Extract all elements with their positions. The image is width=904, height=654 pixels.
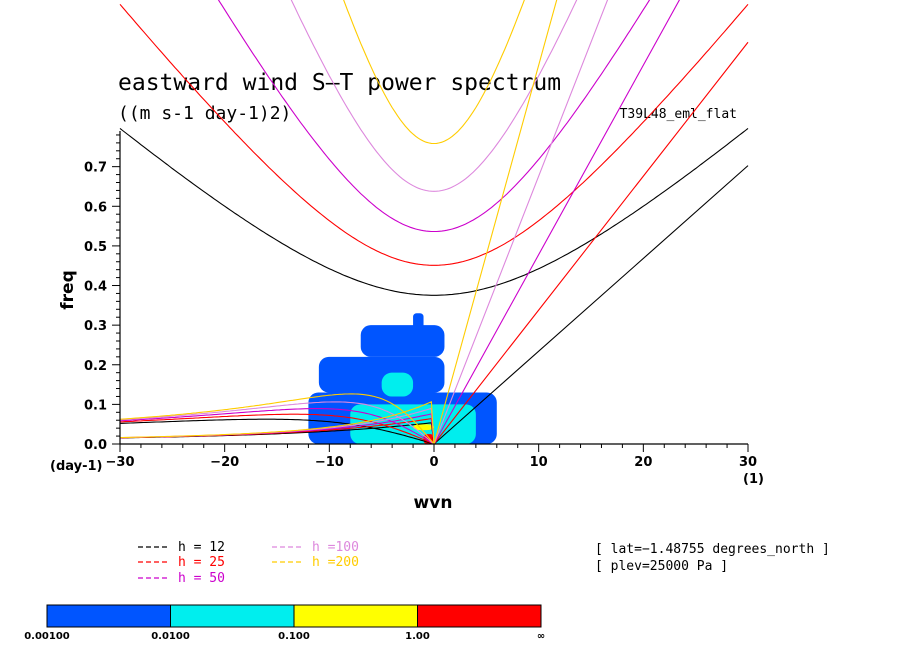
rossby-curve-25: [119, 413, 435, 445]
legend-label-25: h = 25: [178, 555, 225, 570]
rossby-curve-100: [119, 401, 435, 445]
kelvin-curve-100: [433, 0, 609, 445]
x-tick-label: −20: [210, 455, 239, 470]
run-label: T39L48_eml_flat: [620, 107, 737, 122]
colorbar-segment-2: [293, 604, 418, 628]
kelvin-curve-12: [433, 165, 749, 445]
colorbar-segment-1: [170, 604, 295, 628]
colorbar-label-4: ∞: [537, 631, 545, 642]
chart-subtitle: ((m s-1 day-1)2): [118, 103, 291, 124]
colorbar-label-1: 0.0100: [151, 631, 190, 642]
rossby-curve-200: [119, 393, 435, 445]
y-tick-label: 0.0: [84, 438, 107, 453]
colorbar-label-0: 0.00100: [24, 631, 70, 642]
x-tick-label: 10: [530, 455, 548, 470]
y-axis-ticks: 0.0 0.1 0.2 0.3 0.4 0.5 0.6 0.7: [84, 134, 120, 453]
x-unit-label: (1): [743, 472, 764, 487]
rossby-curve-50: [119, 408, 435, 445]
kelvin-curve-50: [433, 0, 681, 445]
power-blob-2: [360, 325, 445, 357]
ig-curve-12: [119, 127, 749, 296]
x-tick-label: 20: [634, 455, 652, 470]
power-blob-3: [413, 313, 424, 330]
ig-curve-100: [290, 0, 578, 192]
x-axis-ticks: −30 −20 −10 0 10 20 30: [106, 444, 757, 470]
y-tick-label: 0.2: [84, 359, 107, 374]
x-tick-label: −30: [106, 455, 135, 470]
rossby-curve-12: [119, 418, 435, 445]
mrg-curve-200: [120, 400, 435, 445]
colorbar-segment-0: [46, 604, 171, 628]
x-axis-label: wvn: [414, 493, 453, 513]
legend-label-100: h =100: [312, 540, 359, 555]
info-plev: [ plev=25000 Pa ]: [595, 559, 728, 574]
x-tick-label: −10: [315, 455, 344, 470]
colorbar-segment-3: [417, 604, 542, 628]
y-tick-label: 0.6: [84, 200, 107, 215]
legend-label-200: h =200: [312, 555, 359, 570]
colorbar-label-2: 0.100: [278, 631, 310, 642]
colorbar: 0.00100 0.0100 0.100 1.00 ∞: [24, 604, 545, 642]
y-tick-label: 0.1: [84, 398, 107, 413]
y-axis-label: freq: [58, 270, 78, 309]
power-blob-1: [318, 356, 445, 393]
kelvin-curve-25: [433, 41, 749, 445]
legend-label-12: h = 12: [178, 540, 225, 555]
y-unit-label: (day-1): [50, 459, 102, 474]
dispersion-curves: [119, 0, 749, 445]
power-contours: [308, 313, 497, 444]
x-tick-label: 0: [429, 455, 438, 470]
legend-label-50: h = 50: [178, 571, 225, 586]
y-tick-label: 0.4: [84, 280, 107, 295]
kelvin-curve-200: [433, 0, 558, 445]
x-tick-label: 30: [739, 455, 757, 470]
ig-curve-200: [343, 0, 525, 145]
y-tick-label: 0.7: [84, 161, 107, 176]
y-tick-label: 0.3: [84, 319, 107, 334]
y-tick-label: 0.5: [84, 240, 107, 255]
ig-curve-25: [119, 3, 749, 266]
chart-title: eastward wind S–T power spectrum: [118, 70, 561, 96]
info-latitude: [ lat=−1.48755 degrees_north ]: [595, 542, 830, 557]
ig-curve-50: [217, 0, 651, 233]
colorbar-label-3: 1.00: [405, 631, 430, 642]
power-blob-5: [381, 372, 414, 397]
